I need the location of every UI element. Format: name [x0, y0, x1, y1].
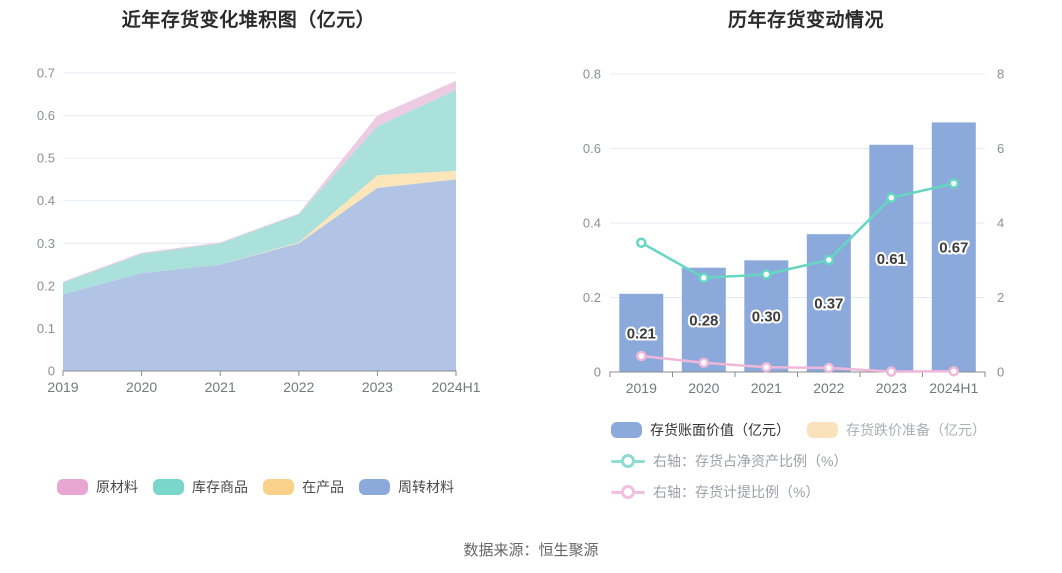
bar-value-label: 0.30	[752, 309, 781, 326]
area-series-3[interactable]	[63, 80, 456, 283]
line-marker[interactable]	[761, 269, 772, 280]
line-marker[interactable]	[698, 357, 710, 368]
line-series-1[interactable]	[640, 354, 956, 373]
x-axis-tick-label: 2020	[688, 380, 719, 396]
bar-value-label: 0.61	[877, 251, 906, 268]
y-axis-tick-label: 0.5	[37, 151, 55, 166]
line-marker[interactable]	[761, 361, 772, 373]
y-axis-tick-label: 0.4	[37, 193, 55, 208]
y-axis-tick-label: 0.3	[37, 236, 55, 251]
legend-line-icon	[611, 453, 645, 469]
right-y-axis-tick-label: 2	[997, 290, 1004, 305]
x-axis-tick-label: 2021	[751, 380, 782, 396]
legend-label: 周转材料	[398, 479, 454, 495]
legend-row: 右轴：存货计提比例（%）	[611, 482, 986, 502]
left-y-axis-tick-label: 0.2	[583, 290, 601, 305]
area-series-1[interactable]	[63, 170, 456, 295]
left-chart-title: 近年存货变化堆积图（亿元）	[121, 10, 376, 31]
line-marker[interactable]	[823, 254, 835, 266]
legend-label: 库存商品	[192, 479, 248, 495]
legend-line-icon	[611, 484, 645, 500]
legend-label: 右轴：存货计提比例（%）	[653, 484, 820, 500]
legend-label: 存货跌价准备（亿元）	[846, 422, 986, 438]
right-chart-title: 历年存货变动情况	[727, 10, 884, 31]
right-y-axis-tick-label: 8	[997, 67, 1004, 82]
line-marker[interactable]	[823, 362, 835, 374]
left-y-axis-tick-label: 0.4	[583, 216, 601, 231]
legend-swatch	[153, 479, 184, 495]
left-chart-legend: 原材料 库存商品 在产品 周转材料	[57, 477, 454, 497]
x-axis-tick-label: 2023	[362, 379, 393, 395]
legend-item-1[interactable]: 库存商品	[153, 477, 248, 497]
line-marker[interactable]	[886, 366, 897, 377]
x-axis-tick-label: 2024H1	[929, 380, 978, 396]
legend-item-3[interactable]: 右轴：存货计提比例（%）	[611, 482, 819, 502]
legend-swatch	[359, 479, 390, 495]
data-source-note: 数据来源：恒生聚源	[463, 542, 599, 559]
area-series-2[interactable]	[63, 90, 456, 295]
bar-value-label: 0.37	[814, 296, 843, 313]
right-y-axis-tick-label: 4	[997, 216, 1004, 231]
y-axis-tick-label: 0	[48, 364, 55, 379]
x-axis-tick-label: 2020	[126, 379, 157, 395]
legend-swatch	[807, 422, 838, 438]
legend-swatch	[57, 479, 88, 495]
right-chart-plot: 0.21 0.28 0.30 0.37 0.61 0.67 0 0.2 0.4 0.6 0.8 0 2 4…	[583, 67, 1004, 397]
legend-label: 在产品	[302, 479, 344, 495]
left-y-axis-tick-label: 0	[594, 365, 601, 380]
legend-swatch	[263, 479, 294, 495]
y-axis-tick-label: 0.2	[37, 278, 55, 293]
bar-value-label: 0.21	[627, 325, 656, 342]
bar-value-label: 0.28	[689, 312, 718, 329]
right-y-axis-tick-label: 0	[997, 365, 1004, 380]
right-y-axis-tick-label: 6	[997, 141, 1004, 156]
legend-label: 右轴：存货占净资产比例（%）	[653, 453, 848, 469]
y-axis-tick-label: 0.7	[37, 66, 55, 81]
legend-swatch	[611, 422, 642, 438]
line-series-0[interactable]	[640, 182, 956, 280]
legend-item-2[interactable]: 在产品	[263, 477, 344, 497]
y-axis-tick-label: 0.6	[37, 108, 55, 123]
legend-row: 存货账面价值（亿元） 存货跌价准备（亿元）	[611, 420, 986, 440]
left-y-axis-tick-label: 0.8	[583, 67, 601, 82]
legend-label: 存货账面价值（亿元）	[650, 422, 790, 438]
left-chart-plot: 0 0.1 0.2 0.3 0.4 0.5 0.6 0.7 2019 2020 2021 2022 20…	[37, 66, 481, 396]
bar-2024H1[interactable]	[931, 122, 976, 373]
left-y-axis-tick-label: 0.6	[583, 141, 601, 156]
legend-item-1[interactable]: 存货跌价准备（亿元）	[807, 420, 986, 440]
x-axis-tick-label: 2022	[283, 379, 314, 395]
x-axis-tick-label: 2019	[47, 379, 78, 395]
y-axis-tick-label: 0.1	[37, 321, 55, 336]
x-axis-tick-label: 2024H1	[431, 379, 480, 395]
x-axis-tick-label: 2023	[876, 380, 907, 396]
line-marker[interactable]	[886, 192, 897, 203]
bar-2023[interactable]	[869, 144, 914, 372]
line-marker[interactable]	[698, 272, 710, 284]
area-series-0[interactable]	[63, 179, 456, 371]
bar-2020[interactable]	[681, 267, 726, 372]
x-axis-tick-label: 2021	[205, 379, 236, 395]
legend-item-3[interactable]: 周转材料	[359, 477, 454, 497]
line-marker[interactable]	[948, 366, 960, 377]
x-axis-tick-label: 2019	[626, 380, 657, 396]
line-marker[interactable]	[636, 237, 647, 248]
legend-label: 原材料	[96, 479, 138, 495]
legend-item-0[interactable]: 存货账面价值（亿元）	[611, 420, 790, 440]
legend-item-0[interactable]: 原材料	[57, 477, 138, 497]
line-marker[interactable]	[636, 350, 647, 362]
right-chart-legend: 存货账面价值（亿元） 存货跌价准备（亿元） 右轴：存货占净资产比例（%） 右轴：存货计…	[611, 420, 986, 502]
legend-item-2[interactable]: 右轴：存货占净资产比例（%）	[611, 451, 847, 471]
bar-value-label: 0.67	[939, 240, 968, 257]
x-axis-tick-label: 2022	[813, 380, 844, 396]
legend-row: 右轴：存货占净资产比例（%）	[611, 451, 986, 471]
line-marker[interactable]	[948, 178, 960, 189]
